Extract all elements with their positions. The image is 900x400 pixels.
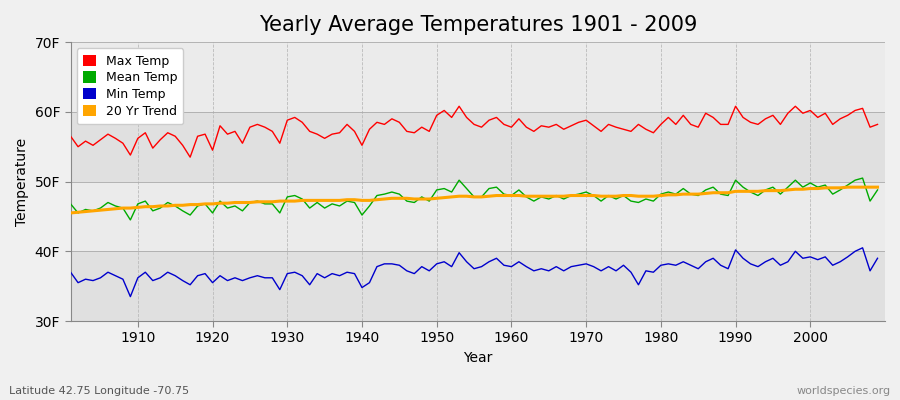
Legend: Max Temp, Mean Temp, Min Temp, 20 Yr Trend: Max Temp, Mean Temp, Min Temp, 20 Yr Tre… [76, 48, 184, 124]
Bar [70, 251, 885, 321]
Bar [70, 42, 885, 112]
Text: Latitude 42.75 Longitude -70.75: Latitude 42.75 Longitude -70.75 [9, 386, 189, 396]
Bar [70, 112, 885, 182]
Text: worldspecies.org: worldspecies.org [796, 386, 891, 396]
Y-axis label: Temperature: Temperature [15, 138, 29, 226]
Title: Yearly Average Temperatures 1901 - 2009: Yearly Average Temperatures 1901 - 2009 [258, 15, 697, 35]
X-axis label: Year: Year [464, 351, 492, 365]
Bar [70, 182, 885, 251]
